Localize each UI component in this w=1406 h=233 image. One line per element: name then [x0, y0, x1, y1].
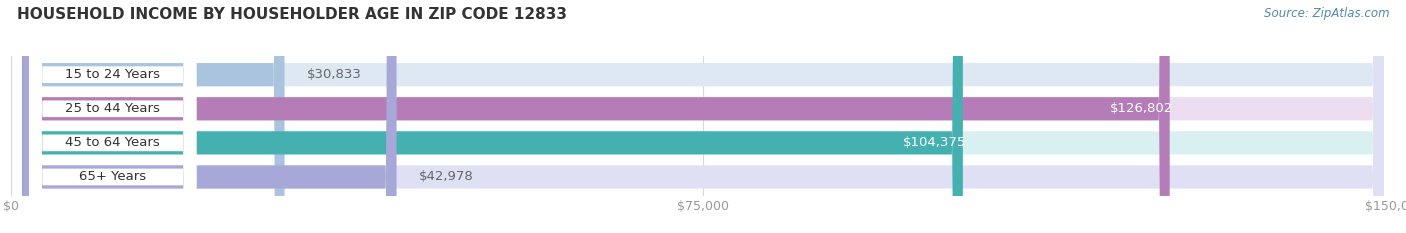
FancyBboxPatch shape [30, 0, 197, 233]
Text: $42,978: $42,978 [419, 171, 474, 183]
FancyBboxPatch shape [22, 0, 1384, 233]
Text: Source: ZipAtlas.com: Source: ZipAtlas.com [1264, 7, 1389, 20]
Text: 45 to 64 Years: 45 to 64 Years [65, 136, 160, 149]
FancyBboxPatch shape [22, 0, 1384, 233]
FancyBboxPatch shape [22, 0, 1384, 233]
FancyBboxPatch shape [30, 0, 197, 233]
Text: $126,802: $126,802 [1111, 102, 1174, 115]
Text: $104,375: $104,375 [903, 136, 966, 149]
Text: HOUSEHOLD INCOME BY HOUSEHOLDER AGE IN ZIP CODE 12833: HOUSEHOLD INCOME BY HOUSEHOLDER AGE IN Z… [17, 7, 567, 22]
FancyBboxPatch shape [22, 0, 396, 233]
Text: 65+ Years: 65+ Years [79, 171, 146, 183]
Text: 15 to 24 Years: 15 to 24 Years [65, 68, 160, 81]
Text: 25 to 44 Years: 25 to 44 Years [65, 102, 160, 115]
FancyBboxPatch shape [22, 0, 284, 233]
FancyBboxPatch shape [22, 0, 963, 233]
FancyBboxPatch shape [22, 0, 1170, 233]
Text: $30,833: $30,833 [307, 68, 361, 81]
FancyBboxPatch shape [30, 0, 197, 233]
FancyBboxPatch shape [30, 0, 197, 233]
FancyBboxPatch shape [22, 0, 1384, 233]
